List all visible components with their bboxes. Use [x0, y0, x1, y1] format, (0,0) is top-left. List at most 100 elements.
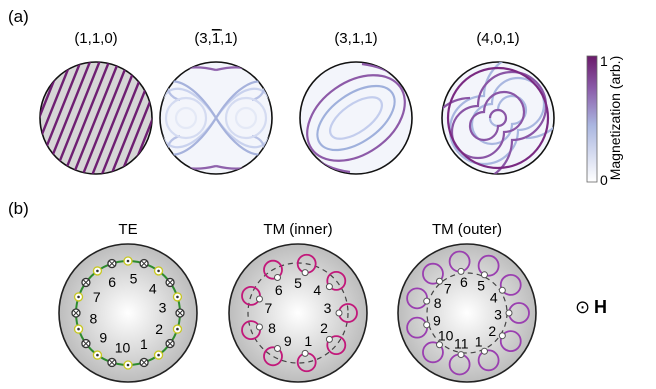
- field-line: [61, 62, 112, 174]
- h-field-indicator: ⊙ H: [575, 297, 607, 317]
- field-loop: [263, 259, 283, 280]
- h-field-label: H: [594, 297, 607, 317]
- field-lines-4: [442, 62, 554, 174]
- field-node: [423, 321, 431, 329]
- node-number: 4: [313, 282, 321, 298]
- field-line: [40, 62, 74, 174]
- field-node: [301, 269, 309, 277]
- colorbar-min-label: 0: [600, 172, 608, 188]
- node-number: 9: [433, 312, 441, 328]
- mode-1-1-0: (1,1,0): [39, 30, 153, 175]
- node-number: 1: [475, 334, 483, 350]
- resonator-disk-tm-outer: [397, 243, 537, 383]
- node-number: 4: [490, 289, 498, 305]
- node-number: 3: [159, 300, 167, 316]
- node-number: 3: [324, 300, 332, 316]
- field-node: [457, 351, 465, 359]
- field-line: [118, 62, 152, 174]
- resonator-disk-tm-inner: [228, 243, 368, 383]
- field-loop: [422, 262, 444, 285]
- diagram-title-te: TE: [118, 221, 137, 238]
- mode-disk-3: [299, 61, 413, 175]
- field-node: [457, 267, 465, 275]
- colorbar: 1 0 Magnetization (arb.): [586, 53, 623, 188]
- field-node: [301, 349, 309, 357]
- field-loop: [422, 341, 444, 364]
- node-number: 10: [115, 340, 131, 356]
- field-node: [480, 347, 488, 355]
- mode-label-4: (4,0,1): [476, 30, 519, 47]
- field-loop: [326, 335, 347, 356]
- node-number: 5: [294, 275, 302, 291]
- field-markers-te: [71, 256, 185, 370]
- field-node: [274, 345, 281, 353]
- mode-label-1: (1,1,0): [74, 30, 117, 47]
- field-node: [498, 332, 506, 340]
- colorbar-gradient: [586, 55, 598, 183]
- field-node: [325, 283, 333, 291]
- node-number: 2: [155, 321, 163, 337]
- node-number: 5: [477, 277, 485, 293]
- field-loop: [477, 349, 500, 372]
- field-loop: [326, 270, 347, 291]
- field-node: [505, 309, 513, 317]
- field-loops-tm-outer: [406, 250, 530, 376]
- field-node: [423, 297, 431, 305]
- resonator-disk-te: [58, 243, 198, 383]
- colorbar-max-label: 1: [600, 53, 608, 69]
- diagram-title-tm-inner: TM (inner): [263, 221, 332, 238]
- field-node: [498, 286, 506, 294]
- h-field-symbol-icon: ⊙: [575, 297, 590, 317]
- field-loop: [263, 346, 283, 367]
- node-number: 6: [108, 274, 116, 290]
- node-number: 1: [304, 333, 312, 349]
- mode-3-1-1: (3,1,1): [299, 30, 413, 175]
- field-line: [51, 62, 103, 174]
- mode-4-0-1: (4,0,1): [441, 30, 555, 175]
- node-number: 9: [284, 333, 292, 349]
- field-node: [325, 335, 333, 343]
- field-line: [70, 62, 122, 174]
- diagram-title-tm-outer: TM (outer): [432, 221, 502, 238]
- node-number: 7: [444, 281, 452, 297]
- field-line: [89, 62, 141, 174]
- field-loops-tm-inner: [241, 253, 358, 373]
- field-loop: [477, 254, 500, 277]
- node-number: 10: [438, 328, 454, 344]
- mode-label-3: (3,1,1): [334, 30, 377, 47]
- node-number: 9: [99, 330, 107, 346]
- node-number: 3: [494, 306, 502, 322]
- node-number: 6: [275, 282, 283, 298]
- panel-b-label: (b): [8, 199, 29, 218]
- field-node: [335, 309, 343, 317]
- field-loop: [499, 273, 522, 296]
- node-number: 8: [268, 320, 276, 336]
- field-node: [480, 271, 488, 279]
- field-line: [80, 62, 131, 174]
- node-number: 11: [454, 335, 469, 351]
- mode-3-1bar-1: (3,1,1): [159, 29, 273, 175]
- node-number: 8: [90, 310, 98, 326]
- node-number: 8: [434, 295, 442, 311]
- node-number: 6: [460, 274, 468, 290]
- node-number: 7: [93, 289, 101, 305]
- node-number: 1: [140, 336, 148, 352]
- mode-label-2: (3,1,1): [194, 30, 237, 47]
- field-node: [435, 277, 443, 285]
- node-number: 4: [149, 280, 157, 296]
- node-number: 2: [488, 323, 496, 339]
- colorbar-title: Magnetization (arb.): [607, 56, 623, 181]
- node-number: 7: [265, 300, 273, 316]
- mode-disk-4: [441, 61, 555, 175]
- field-loop: [499, 330, 522, 353]
- node-number: 2: [320, 320, 328, 336]
- node-number: 5: [130, 270, 138, 286]
- field-node: [274, 273, 281, 281]
